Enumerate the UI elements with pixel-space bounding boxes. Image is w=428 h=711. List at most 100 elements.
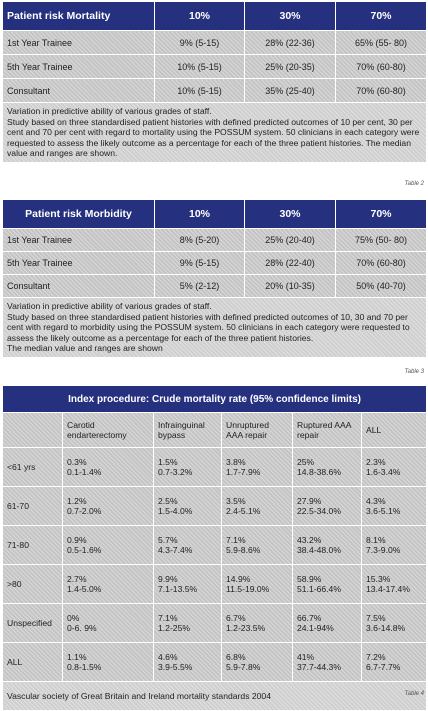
- confidence-interval: 3.6-14.8%: [366, 623, 406, 633]
- confidence-interval: 37.7-44.3%: [297, 662, 341, 672]
- confidence-interval: 11.5-19.0%: [226, 584, 270, 594]
- table-cell: 2.7% 1.4-5.0%: [62, 564, 154, 604]
- table-caption: Table 4: [404, 691, 424, 697]
- table-row: 61-70 1.2% 0.7-2.0% 2.5% 1.5-4.0% 3.5% 2.4-5.1…: [2, 486, 428, 526]
- table-cell: 25% (20-35): [244, 54, 336, 79]
- column-header: 70%: [335, 199, 427, 229]
- note-line: Variation in predictive ability of vario…: [7, 106, 212, 116]
- table-note-row: Vascular society of Great Britain and Ir…: [1, 681, 428, 711]
- table-cell: 28% (22-40): [244, 251, 336, 275]
- table-cell: 25% 14.8-38.6%: [292, 447, 362, 487]
- table-row: <61 yrs 0.3% 0.1-1.4% 1.5% 0.7-3.2% 3.8% 1.7-7…: [2, 447, 428, 487]
- table-cell: 20% (10-35): [244, 274, 336, 298]
- confidence-interval: 4.3-7.4%: [158, 545, 193, 555]
- note-line: Variation in predictive ability of vario…: [7, 301, 212, 311]
- table-row: 71-80 0.9% 0.5-1.6% 5.7% 4.3-7.4% 7.1% 5.9-8.6…: [2, 525, 428, 565]
- note-line: Study based on three standardised patien…: [7, 311, 410, 343]
- confidence-interval: 2.4-5.1%: [226, 506, 261, 516]
- confidence-interval: 14.8-38.6%: [297, 467, 341, 477]
- table-cell: 5% (2-12): [154, 274, 245, 298]
- column-header: Patient risk Mortality: [2, 1, 155, 31]
- rate-value: 0.3%: [67, 457, 87, 467]
- confidence-interval: 13.4-17.4%: [366, 584, 410, 594]
- column-header: Patient risk Morbidity: [2, 199, 155, 229]
- table-cell: 0.3% 0.1-1.4%: [62, 447, 154, 487]
- column-header: Infrainguinal bypass: [153, 412, 222, 448]
- table-cell: 25% (20-40): [244, 228, 336, 252]
- rate-value: 2.3%: [366, 457, 386, 467]
- table-cell: 1.2% 0.7-2.0%: [62, 486, 154, 526]
- table-cell: 1.1% 0.8-1.5%: [62, 642, 154, 682]
- rate-value: 15.3%: [366, 574, 391, 584]
- table-note-row: Variation in predictive ability of vario…: [2, 102, 427, 163]
- rate-value: 43.2%: [297, 535, 322, 545]
- rate-value: 41%: [297, 652, 315, 662]
- rate-value: 3.8%: [226, 457, 246, 467]
- table-cell: 70% (60-80): [335, 78, 427, 103]
- row-label: 71-80: [2, 525, 63, 565]
- confidence-interval: 3.9-5.5%: [158, 662, 193, 672]
- crude-mortality-table: Index procedure: Crude mortality rate (9…: [1, 385, 428, 711]
- table-cell: 8.1% 7.3-9.0%: [360, 525, 428, 565]
- table-cell: 0% 0-6. 9%: [62, 603, 154, 643]
- confidence-interval: 1.7-7.9%: [226, 467, 261, 477]
- row-label: Consultant: [2, 78, 155, 103]
- table-caption: Table 3: [404, 369, 424, 375]
- confidence-interval: 0.8-1.5%: [67, 662, 102, 672]
- rate-value: 0.9%: [67, 535, 87, 545]
- table-row: 5th Year Trainee 9% (5-15) 28% (22-40) 7…: [2, 251, 427, 275]
- table-title: Index procedure: Crude mortality rate (9…: [1, 385, 428, 413]
- rate-value: 0%: [67, 613, 80, 623]
- table-row: Consultant 10% (5-15) 35% (25-40) 70% (6…: [2, 78, 427, 103]
- confidence-interval: 6.7-7.7%: [366, 662, 401, 672]
- rate-value: 4.3%: [366, 496, 386, 506]
- mortality-risk-table: Patient risk Mortality 10% 30% 70% 1st Y…: [2, 1, 427, 163]
- rate-value: 4.6%: [158, 652, 178, 662]
- confidence-interval: 7.1-13.5%: [158, 584, 198, 594]
- table-note: Variation in predictive ability of vario…: [2, 102, 427, 163]
- table-cell: 7.1% 5.9-8.6%: [221, 525, 293, 565]
- table-row: >80 2.7% 1.4-5.0% 9.9% 7.1-13.5% 14.9% 11.5-19…: [2, 564, 428, 604]
- rate-value: 58.9%: [297, 574, 322, 584]
- row-label: ALL: [2, 642, 63, 682]
- confidence-interval: 7.3-9.0%: [366, 545, 401, 555]
- rate-value: 7.2%: [366, 652, 386, 662]
- rate-value: 66.7%: [297, 613, 322, 623]
- rate-value: 2.5%: [158, 496, 178, 506]
- table-cell: 8% (5-20): [154, 228, 245, 252]
- table-cell: 7.1% 1.2-25%: [153, 603, 222, 643]
- table-note-row: Variation in predictive ability of vario…: [2, 297, 427, 358]
- table-cell: 4.3% 3.6-5.1%: [360, 486, 428, 526]
- row-label: 1st Year Trainee: [2, 228, 155, 252]
- confidence-interval: 5.9-8.6%: [226, 545, 261, 555]
- column-header: 10%: [154, 1, 245, 31]
- table-cell: 2.5% 1.5-4.0%: [153, 486, 222, 526]
- table-cell: 58.9% 51.1-66.4%: [292, 564, 362, 604]
- table-cell: 10% (5-15): [154, 78, 245, 103]
- table-row: Consultant 5% (2-12) 20% (10-35) 50% (40…: [2, 274, 427, 298]
- table-cell: 10% (5-15): [154, 54, 245, 79]
- rate-value: 5.7%: [158, 535, 178, 545]
- rate-value: 7.1%: [226, 535, 246, 545]
- table-cell: 7.2% 6.7-7.7%: [360, 642, 428, 682]
- row-label: 5th Year Trainee: [2, 54, 155, 79]
- rate-value: 6.8%: [226, 652, 246, 662]
- confidence-interval: 0-6. 9%: [67, 623, 97, 633]
- rate-value: 27.9%: [297, 496, 322, 506]
- table-cell: 9% (5-15): [154, 30, 245, 55]
- table-cell: 7.5% 3.6-14.8%: [360, 603, 428, 643]
- table-cell: 35% (25-40): [244, 78, 336, 103]
- table-cell: 15.3% 13.4-17.4%: [360, 564, 428, 604]
- confidence-interval: 0.7-3.2%: [158, 467, 193, 477]
- table-row: Unspecified 0% 0-6. 9% 7.1% 1.2-25% 6.7% 1.2-2…: [2, 603, 428, 643]
- table-caption: Table 2: [404, 181, 424, 187]
- confidence-interval: 3.6-5.1%: [366, 506, 401, 516]
- table-cell: 2.3% 1.6-3.4%: [360, 447, 428, 487]
- table-cell: 27.9% 22.5-34.0%: [292, 486, 362, 526]
- table-header-row: Patient risk Mortality 10% 30% 70%: [2, 1, 427, 31]
- rate-value: 2.7%: [67, 574, 87, 584]
- column-header: Unruptured AAA repair: [221, 412, 293, 448]
- table-cell: 70% (60-80): [335, 54, 427, 79]
- rate-value: 25%: [297, 457, 315, 467]
- table-cell: 14.9% 11.5-19.0%: [221, 564, 293, 604]
